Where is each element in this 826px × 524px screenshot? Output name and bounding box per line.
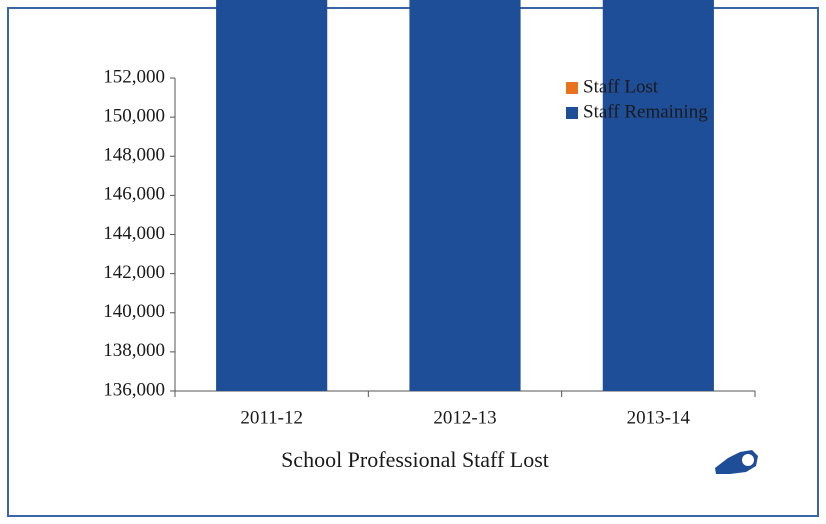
bar-segment — [216, 0, 328, 391]
y-tick-label: 136,000 — [103, 379, 165, 400]
y-tick-label: 140,000 — [103, 301, 165, 322]
legend-label: Staff Lost — [583, 76, 659, 97]
y-tick-label: 152,000 — [103, 66, 165, 87]
y-tick-label: 144,000 — [103, 223, 165, 244]
y-tick-label: 138,000 — [103, 340, 165, 361]
legend-swatch — [566, 82, 578, 94]
x-tick-label: 2012-13 — [433, 407, 496, 428]
y-tick-label: 150,000 — [103, 105, 165, 126]
x-tick-label: 2011-12 — [240, 407, 303, 428]
x-tick-label: 2013-14 — [627, 407, 691, 428]
y-tick-label: 142,000 — [103, 262, 165, 283]
bar-segment — [409, 0, 521, 391]
legend-swatch — [566, 107, 578, 119]
legend-label: Staff Remaining — [583, 101, 708, 122]
bar-segment — [602, 0, 714, 391]
x-axis-label: School Professional Staff Lost — [281, 447, 549, 472]
y-tick-label: 148,000 — [103, 145, 165, 166]
y-tick-label: 146,000 — [103, 184, 165, 205]
logo — [715, 450, 758, 474]
